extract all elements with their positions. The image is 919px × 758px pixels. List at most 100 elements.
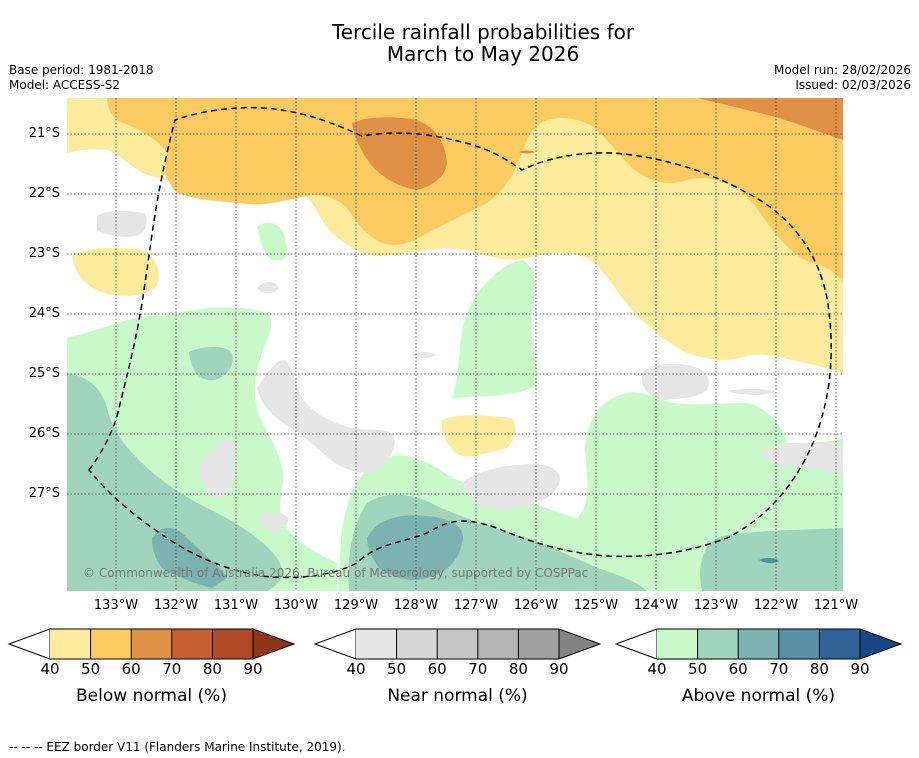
lon-label-122w: 122°W <box>753 598 799 613</box>
map-title-line1: Tercile rainfall probabilities for <box>331 20 635 44</box>
model-name: Model: ACCESS-S2 <box>9 78 121 92</box>
lat-label-23s: 23°S <box>28 246 60 261</box>
colorbar-above-70-80 <box>778 629 820 659</box>
colorbar-below-normal <box>7 628 296 660</box>
above-normal-label: Above normal (%) <box>681 686 836 706</box>
below-tick-40: 40 <box>40 660 60 678</box>
legend-colorbars <box>7 628 903 660</box>
colorbar-above-over <box>860 629 901 659</box>
lon-label-125w: 125°W <box>573 598 619 613</box>
colorbar-above-50-60 <box>697 629 739 659</box>
near-normal-grey-small-3 <box>257 282 279 294</box>
near-normal-grey-central-west <box>257 359 395 473</box>
below-tick-70: 70 <box>162 660 182 678</box>
below-normal-50-north <box>107 98 843 283</box>
colorbar-near-over <box>559 629 600 659</box>
above-normal-40-small <box>257 222 287 261</box>
lon-label-129w: 129°W <box>333 598 379 613</box>
near-normal-grey-west-north <box>97 211 147 237</box>
issued-date: Issued: 02/03/2026 <box>795 78 911 92</box>
near-tick-70: 70 <box>468 660 488 678</box>
near-normal-grey-far-east <box>761 442 843 474</box>
colorbar-above-normal <box>614 628 903 660</box>
near-tick-80: 80 <box>508 660 528 678</box>
lat-label-21s: 21°S <box>28 126 60 141</box>
above-tick-80: 80 <box>809 660 829 678</box>
lat-label-26s: 26°S <box>28 426 60 441</box>
below-tick-90: 90 <box>243 660 263 678</box>
below-tick-80: 80 <box>202 660 222 678</box>
near-normal-grey-west-mid <box>199 439 237 499</box>
lat-label-22s: 22°S <box>28 186 60 201</box>
base-period: Base period: 1981-2018 <box>9 63 154 77</box>
lon-label-130w: 130°W <box>273 598 319 613</box>
below-normal-40-south-blob <box>441 415 516 457</box>
map-copyright: © Commonwealth of Australia 2026, Bureau… <box>83 566 589 580</box>
above-normal-60-west <box>152 527 227 588</box>
colorbar-above-80-90 <box>819 629 860 659</box>
colorbar-below-50-60 <box>90 629 132 659</box>
lat-label-25s: 25°S <box>28 366 60 381</box>
above-normal-50-blob <box>189 346 233 381</box>
lon-label-121w: 121°W <box>813 598 859 613</box>
near-normal-grey-small-1 <box>260 512 289 532</box>
above-normal-70-spot <box>759 557 779 564</box>
near-tick-90: 90 <box>549 660 569 678</box>
colorbar-near-40-50 <box>356 629 397 659</box>
colorbar-near-normal <box>313 628 602 660</box>
colorbar-above-under <box>614 628 658 660</box>
near-normal-grey-small-2 <box>412 352 437 358</box>
colorbar-above-60-70 <box>738 629 779 659</box>
near-tick-60: 60 <box>427 660 447 678</box>
colorbar-below-under <box>7 628 51 660</box>
colorbar-near-70-80 <box>477 629 519 659</box>
above-tick-50: 50 <box>688 660 708 678</box>
above-tick-40: 40 <box>647 660 667 678</box>
near-tick-40: 40 <box>346 660 366 678</box>
below-normal-40-west-blob <box>72 248 159 296</box>
lon-label-133w: 133°W <box>93 598 139 613</box>
colorbar-below-60-70 <box>131 629 172 659</box>
above-tick-90: 90 <box>850 660 870 678</box>
lat-label-24s: 24°S <box>28 306 60 321</box>
colorbar-below-70-80 <box>171 629 213 659</box>
colorbar-below-over <box>253 629 294 659</box>
map-title-line2: March to May 2026 <box>386 42 580 66</box>
gridlines <box>67 98 843 591</box>
eez-border <box>88 106 832 579</box>
colorbar-near-60-70 <box>437 629 478 659</box>
above-tick-70: 70 <box>769 660 789 678</box>
lon-label-127w: 127°W <box>453 598 499 613</box>
above-tick-60: 60 <box>728 660 748 678</box>
near-normal-grey-south-central <box>462 464 561 511</box>
near-normal-grey-east <box>641 363 709 401</box>
near-normal-grey-small-4 <box>727 388 777 395</box>
lon-label-132w: 132°W <box>153 598 199 613</box>
colorbar-near-50-60 <box>396 629 438 659</box>
below-normal-60-northeast <box>697 98 843 140</box>
rainfall-probability-map <box>67 98 843 591</box>
lon-label-131w: 131°W <box>213 598 259 613</box>
below-normal-60-north <box>352 117 447 190</box>
near-tick-50: 50 <box>387 660 407 678</box>
colorbar-below-40-50 <box>50 629 91 659</box>
below-normal-label: Below normal (%) <box>76 686 227 706</box>
eez-border-note: -- -- -- EEZ border V11 (Flanders Marine… <box>9 740 346 754</box>
colorbar-below-80-90 <box>212 629 253 659</box>
above-normal-50-west <box>67 373 283 591</box>
lon-label-124w: 124°W <box>633 598 679 613</box>
below-normal-60-spot <box>519 150 535 154</box>
above-normal-60-south <box>367 515 463 580</box>
lon-label-123w: 123°W <box>693 598 739 613</box>
lon-label-128w: 128°W <box>393 598 439 613</box>
below-tick-60: 60 <box>121 660 141 678</box>
colorbar-near-under <box>313 628 357 660</box>
colorbar-near-80-90 <box>518 629 559 659</box>
lat-label-27s: 27°S <box>28 486 60 501</box>
colorbar-above-40-50 <box>657 629 698 659</box>
above-normal-40-central <box>452 260 537 398</box>
near-normal-label: Near normal (%) <box>387 686 528 706</box>
model-run-date: Model run: 28/02/2026 <box>773 63 911 77</box>
lon-label-126w: 126°W <box>513 598 559 613</box>
below-tick-50: 50 <box>81 660 101 678</box>
